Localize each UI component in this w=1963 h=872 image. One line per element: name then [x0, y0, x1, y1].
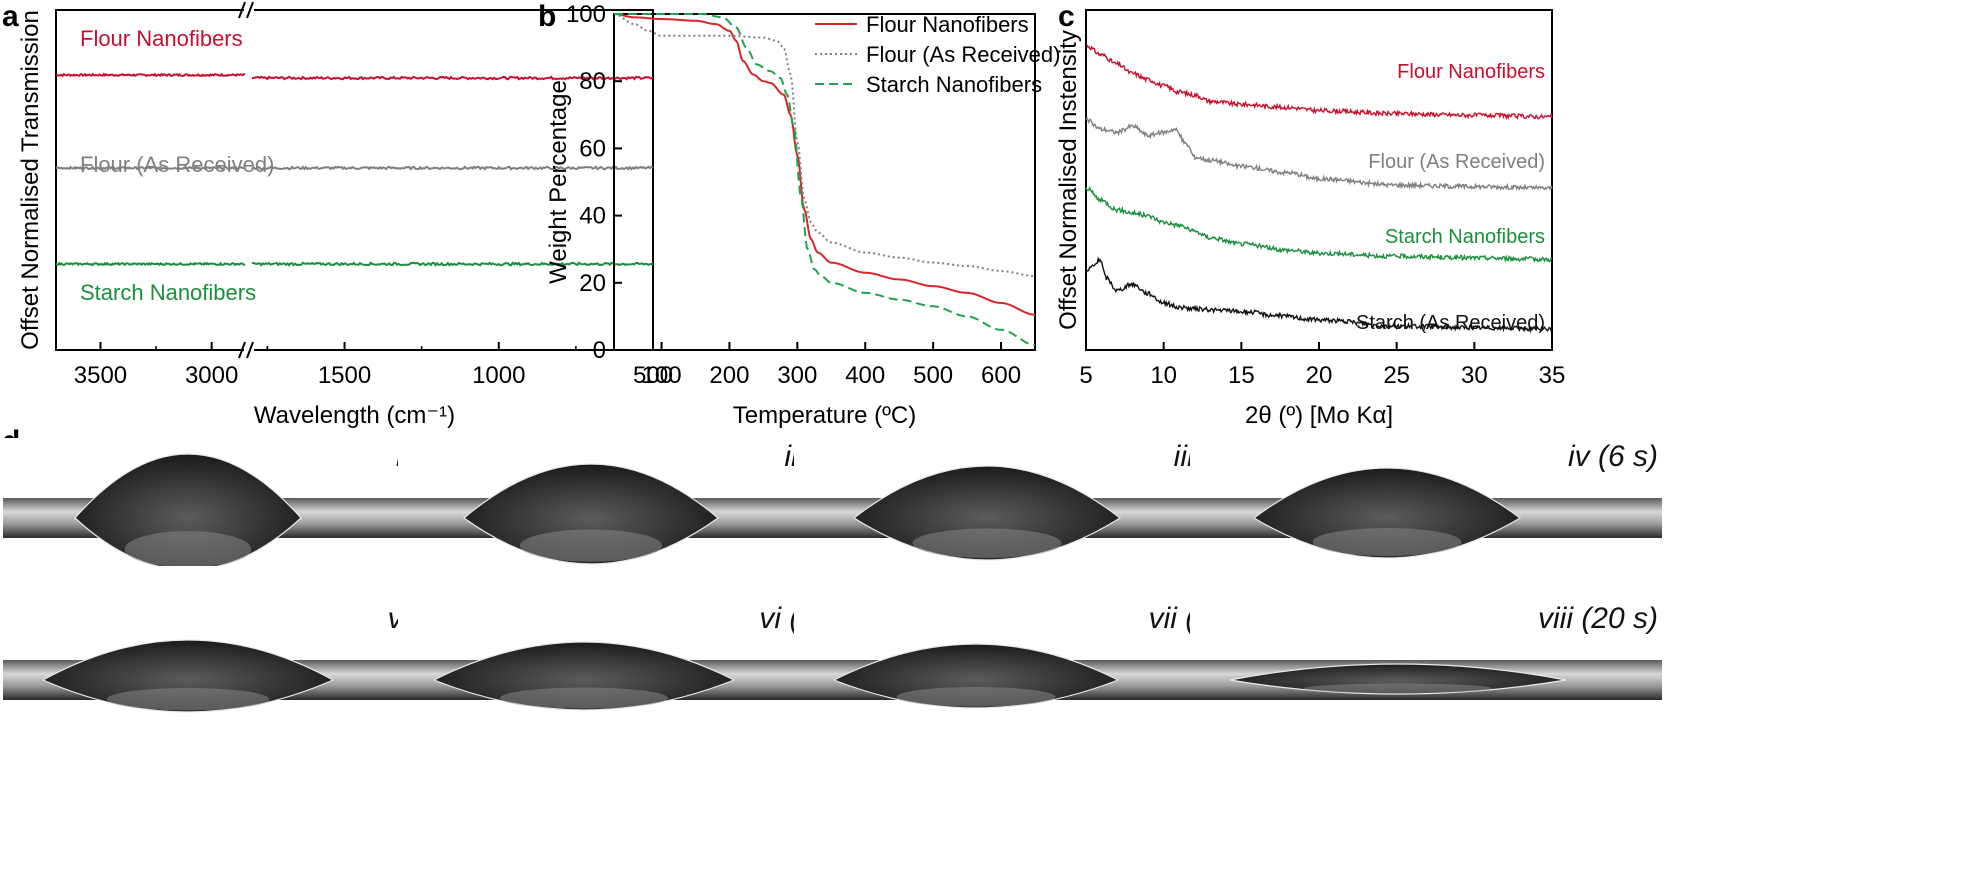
- chart-b-tick-label: 0: [593, 337, 606, 364]
- chart-c-tick-label: 10: [1150, 362, 1177, 389]
- chart-c-tick-label: 5: [1079, 362, 1092, 389]
- chart-a-tick-label: 3500: [74, 362, 127, 389]
- chart-c-tick-label: 35: [1539, 362, 1566, 389]
- chart-c-series-line: [1085, 116, 1553, 192]
- chart-b-series-line: [614, 13, 1035, 316]
- panel-letter-a: a: [2, 0, 19, 33]
- chart-a-break-mark-top: [246, 1, 254, 19]
- chart-a-series-label: Starch Nanofibers: [80, 280, 256, 305]
- chart-b-tick-label: 300: [777, 362, 817, 389]
- droplet-image: [1190, 660, 1662, 700]
- chart-a-xlabel: Wavelength (cm⁻¹): [254, 402, 455, 429]
- chart-b-frame: [613, 13, 1036, 351]
- chart-c-ylabel: Offset Normalised Instensity: [1055, 30, 1082, 330]
- chart-b-tick-label: 60: [579, 135, 606, 162]
- chart-a-tick-label: 1500: [318, 362, 371, 389]
- chart-a-series-line: [251, 75, 654, 81]
- chart-a-tick-label: 500: [633, 362, 673, 389]
- chart-a-series-line: [55, 261, 246, 267]
- photo-time-label: viii (20 s): [1537, 602, 1658, 635]
- panel-letter-b: b: [538, 0, 557, 33]
- droplet-image: [794, 465, 1266, 561]
- droplet-photo: viii (20 s): [1190, 600, 1662, 728]
- chart-b-legend-label: Flour Nanofibers: [866, 12, 1029, 37]
- chart-b-tick-label: 600: [981, 362, 1021, 389]
- chart-a-ylabel: Offset Normalised Transmission: [17, 10, 44, 350]
- chart-a-tick-label: 3000: [185, 362, 238, 389]
- panel-letter-c: c: [1058, 0, 1075, 33]
- chart-b-series-line: [614, 13, 1036, 346]
- chart-a-tick-label: 1000: [472, 362, 525, 389]
- chart-c-series-label: Flour Nanofibers: [1397, 61, 1545, 83]
- chart-a-series-line: [251, 261, 654, 267]
- droplet-image: [3, 639, 475, 713]
- chart-b-tick-label: 500: [913, 362, 953, 389]
- chart-a-series-line: [55, 72, 246, 78]
- droplet-image: [1190, 467, 1662, 559]
- droplet-image: [794, 643, 1266, 709]
- chart-c-series-line: [1085, 185, 1553, 264]
- droplet-photo: v (8 s): [3, 600, 475, 728]
- chart-a-series-label: Flour (As Received): [80, 152, 274, 177]
- chart-a-break-mark-bottom: [246, 341, 254, 359]
- chart-b-tick-label: 100: [642, 362, 682, 389]
- chart-c-tick-label: 25: [1383, 362, 1410, 389]
- droplet-image: [398, 641, 870, 711]
- droplet-image: [398, 463, 870, 565]
- chart-c-tick-label: 15: [1228, 362, 1255, 389]
- droplet-photo: ii (2 s): [398, 438, 870, 566]
- chart-b-series-line: [613, 13, 1035, 278]
- chart-a-series-label: Flour Nanofibers: [80, 26, 243, 51]
- chart-c-xlabel: 2θ (º) [Mo Kα]: [1245, 402, 1393, 429]
- photo-time-label: iv (6 s): [1568, 440, 1658, 473]
- chart-b-tick-label: 20: [579, 270, 606, 297]
- chart-a-series-line: [251, 165, 654, 171]
- chart-a-series-line: [55, 165, 246, 171]
- droplet-photo: vi (10 s): [398, 600, 870, 728]
- chart-b-xlabel: Temperature (ºC): [733, 402, 916, 429]
- chart-b-legend-label: Starch Nanofibers: [866, 72, 1042, 97]
- chart-c-series-label: Starch Nanofibers: [1385, 226, 1545, 248]
- chart-a-frame: [55, 9, 654, 351]
- droplet-photo: i (0 s): [3, 438, 475, 566]
- chart-b-legend-label: Flour (As Received): [866, 42, 1060, 67]
- chart-b-ylabel: Weight Percentage: [545, 80, 572, 284]
- droplet-image: [3, 453, 475, 566]
- chart-c-tick-label: 30: [1461, 362, 1488, 389]
- chart-b-tick-label: 200: [709, 362, 749, 389]
- chart-a-break-mark-top: [238, 1, 246, 19]
- droplet-photo: iii (4 s): [794, 438, 1266, 566]
- chart-c-series-label: Starch (As Received): [1356, 312, 1545, 334]
- chart-c-tick-label: 20: [1306, 362, 1333, 389]
- chart-b-tick-label: 100: [566, 1, 606, 28]
- chart-c-series-line: [1085, 44, 1553, 121]
- chart-b-tick-label: 80: [579, 68, 606, 95]
- chart-a-break-mark-bottom: [238, 341, 246, 359]
- chart-b: 100 200 300 400 500 600 0 20 40 60 80 100 Temperatur…: [545, 1, 1060, 429]
- chart-b-tick-label: 400: [845, 362, 885, 389]
- chart-c-series-label: Flour (As Received): [1368, 151, 1545, 173]
- chart-c: 5 10 15 20 25 30 35 2θ (º) [Mo Kα] Offset Normal…: [1055, 9, 1566, 429]
- chart-b-tick-label: 40: [579, 203, 606, 230]
- chart-c-series-line: [1085, 256, 1553, 334]
- droplet-photo: iv (6 s): [1190, 438, 1662, 566]
